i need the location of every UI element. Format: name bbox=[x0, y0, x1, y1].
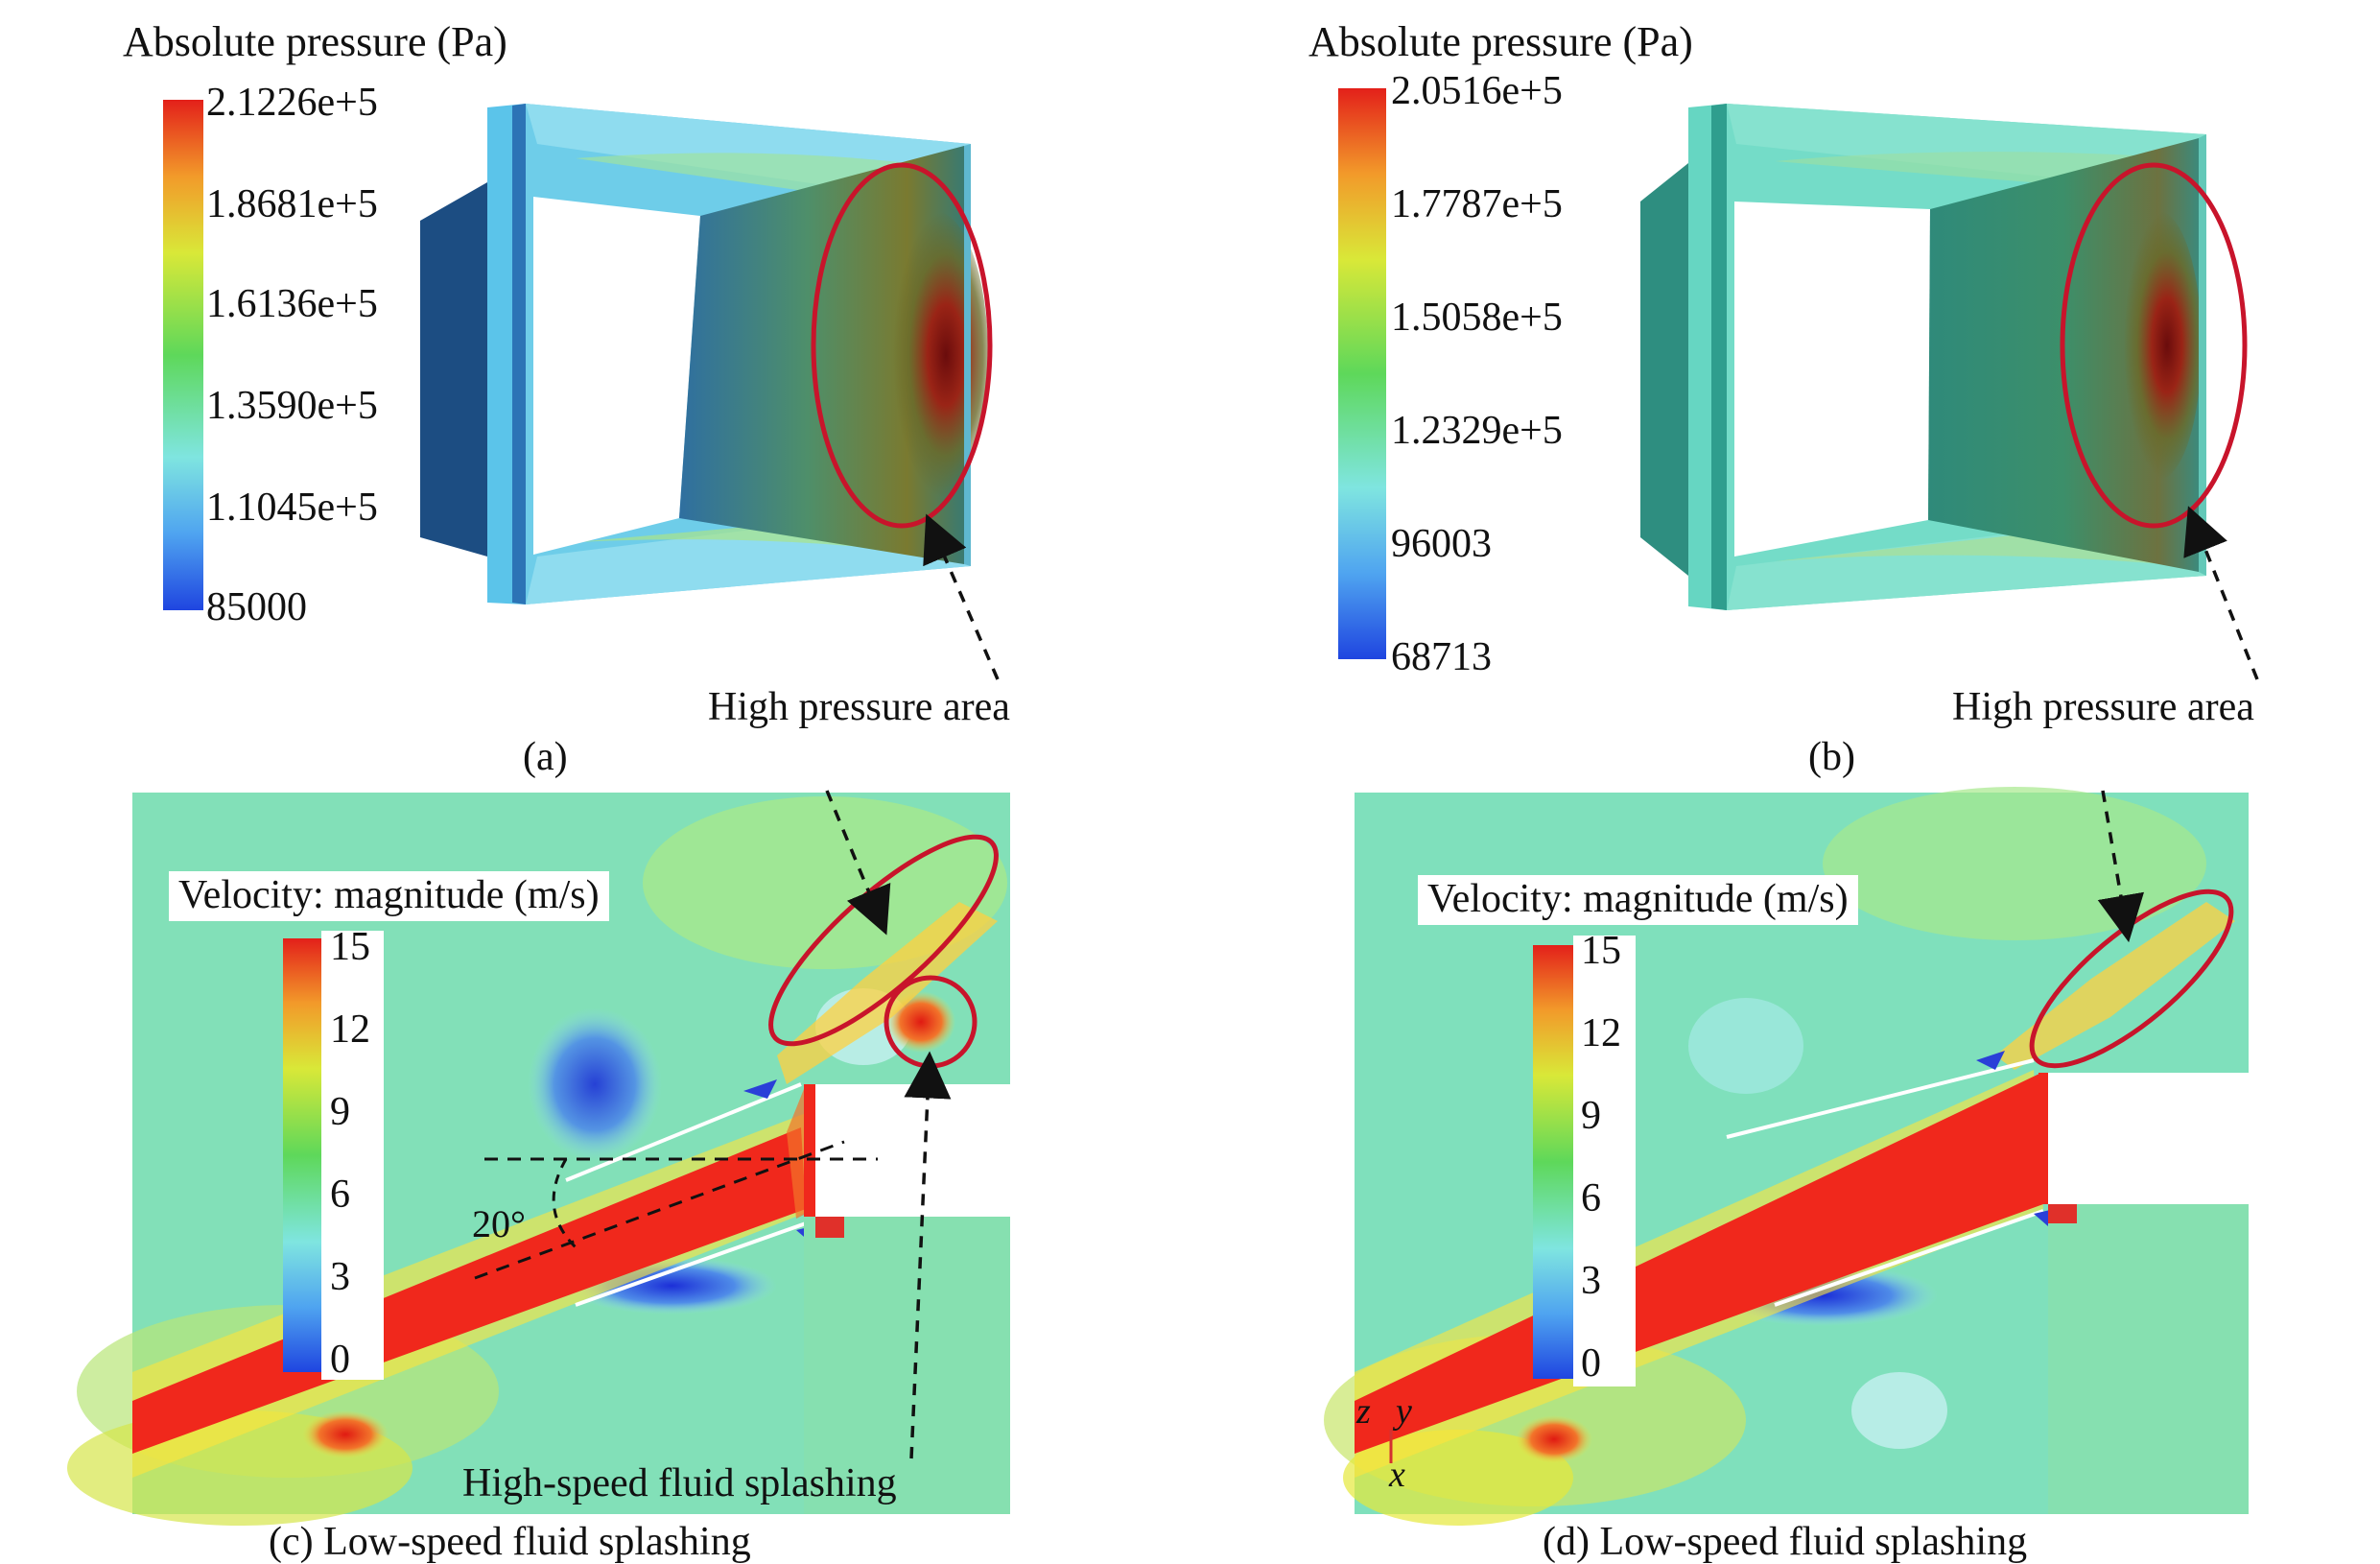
panel-c-tick: 6 bbox=[330, 1173, 350, 1217]
panel-a-tick: 1.1045e+5 bbox=[206, 486, 378, 530]
highlight-ellipse-a bbox=[811, 162, 993, 529]
panel-b-legend-title: Absolute pressure (Pa) bbox=[1308, 18, 1693, 65]
panel-d-tick: 15 bbox=[1581, 929, 1621, 973]
panel-d-tick: 3 bbox=[1581, 1259, 1601, 1303]
panel-b-tick: 68713 bbox=[1391, 635, 1492, 679]
annotation-arrow-c-bottom bbox=[904, 1051, 952, 1459]
panel-c-tick: 15 bbox=[330, 925, 370, 969]
panel-b-caption: (b) bbox=[1808, 735, 1855, 779]
panel-b-tick: 1.2329e+5 bbox=[1391, 409, 1563, 453]
panel-a-annotation: High pressure area bbox=[708, 685, 1010, 729]
highlight-ellipse-b bbox=[2060, 162, 2248, 529]
panel-c-tick: 9 bbox=[330, 1090, 350, 1134]
panel-a-tick: 1.3590e+5 bbox=[206, 384, 378, 428]
panel-a-caption: (a) bbox=[523, 735, 568, 779]
panel-c-angle-label: 20° bbox=[472, 1202, 526, 1245]
panel-b-tick: 1.5058e+5 bbox=[1391, 296, 1563, 340]
panel-a-tick: 85000 bbox=[206, 585, 307, 629]
panel-d-tick: 6 bbox=[1581, 1176, 1601, 1220]
panel-d-legend-title: Velocity: magnitude (m/s) bbox=[1418, 875, 1858, 925]
panel-b-annotation: High pressure area bbox=[1952, 685, 2254, 729]
axis-label-z: z bbox=[1356, 1391, 1371, 1432]
annotation-arrow-d-top bbox=[2097, 790, 2145, 943]
panel-c-legend-title: Velocity: magnitude (m/s) bbox=[169, 871, 609, 921]
panel-a-tick: 1.8681e+5 bbox=[206, 182, 378, 226]
panel-a-model bbox=[420, 104, 988, 604]
panel-d-tick: 12 bbox=[1581, 1011, 1621, 1055]
axis-label-y: y bbox=[1396, 1391, 1412, 1432]
panel-d-caption: (d) Low-speed fluid splashing bbox=[1543, 1520, 2028, 1564]
panel-d-tick: 9 bbox=[1581, 1094, 1601, 1138]
panel-c-annotation: High-speed fluid splashing bbox=[462, 1461, 897, 1505]
panel-d-tick: 0 bbox=[1581, 1341, 1601, 1386]
panel-b-tick: 96003 bbox=[1391, 522, 1492, 566]
panel-a-tick: 2.1226e+5 bbox=[206, 81, 378, 125]
panel-d-scale-background bbox=[1573, 936, 1636, 1386]
panel-a-legend-title: Absolute pressure (Pa) bbox=[123, 18, 507, 65]
highlight-ellipse-d-jet bbox=[2029, 889, 2234, 1069]
angle-jet-line bbox=[474, 1140, 845, 1280]
panel-c-caption: (c) Low-speed fluid splashing bbox=[269, 1520, 751, 1564]
colorbar-c bbox=[283, 938, 321, 1372]
panel-c-tick: 3 bbox=[330, 1255, 350, 1299]
panel-b-tick: 1.7787e+5 bbox=[1391, 182, 1563, 226]
panel-a-tick: 1.6136e+5 bbox=[206, 282, 378, 326]
annotation-arrow-a bbox=[923, 513, 1000, 680]
annotation-arrow-c-top bbox=[825, 790, 891, 936]
colorbar-b bbox=[1338, 88, 1386, 659]
panel-c-tick: 0 bbox=[330, 1338, 350, 1382]
panel-c-scale-background bbox=[321, 931, 384, 1380]
annotation-arrow-b bbox=[2183, 506, 2259, 680]
axis-label-x: x bbox=[1389, 1455, 1405, 1495]
colorbar-a bbox=[163, 100, 203, 610]
panel-c-tick: 12 bbox=[330, 1007, 370, 1052]
panel-b-tick: 2.0516e+5 bbox=[1391, 69, 1563, 113]
colorbar-d bbox=[1533, 945, 1573, 1379]
